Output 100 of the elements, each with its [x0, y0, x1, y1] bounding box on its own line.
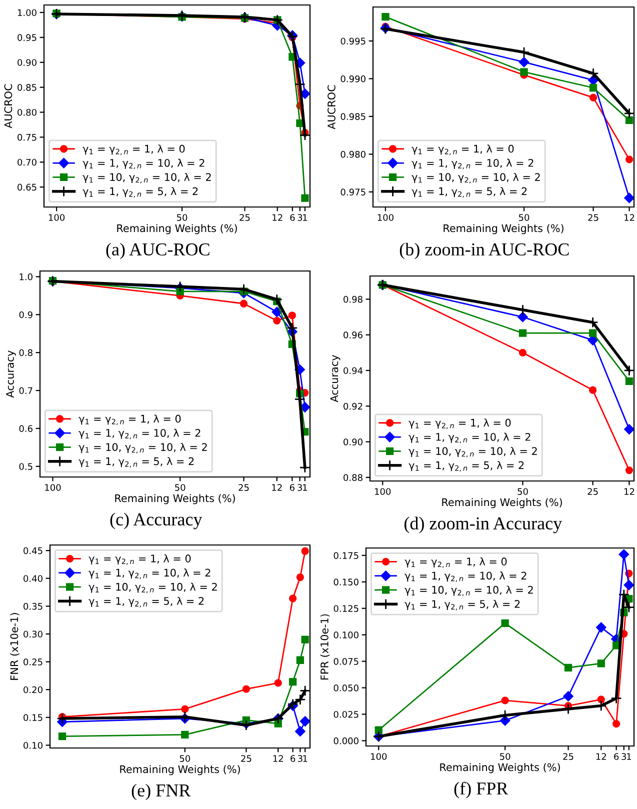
- x-tick-label: 50: [175, 484, 186, 491]
- x-tick-label: 100: [371, 753, 387, 760]
- y-tick-label: 0.92: [344, 402, 362, 410]
- y-axis-title: AUCROC: [4, 84, 12, 128]
- x-tick-label: 50: [500, 753, 510, 760]
- y-tick-label: 0.35: [24, 602, 42, 610]
- x-tick-label: 25: [241, 755, 252, 762]
- legend-label: γ$_{1}$ = 1, γ$_{2,n}$ = 10, λ = 2: [78, 428, 200, 440]
- legend-label: γ$_{1}$ = γ$_{2,n}$ = 1, λ = 0: [404, 557, 507, 568]
- x-axis-title: Remaining Weights (%): [120, 765, 240, 776]
- y-tick-label: 0.995: [340, 38, 366, 45]
- text: (a) AUC-ROC: [106, 242, 210, 260]
- legend-label: γ$_{1}$ = γ$_{2,n}$ = 1, λ = 0: [82, 144, 185, 156]
- y-tick-label: 0.85: [18, 84, 36, 91]
- y-tick-label: 0.050: [334, 684, 358, 692]
- legend-label: γ$_{1}$ = 1, γ$_{2,n}$ = 5, λ = 2: [88, 596, 204, 608]
- y-tick-label: 0.45: [24, 547, 42, 554]
- x-tick-label: 12: [624, 214, 634, 221]
- legend-label: γ$_{1}$ = 1, γ$_{2,n}$ = 5, λ = 2: [404, 600, 520, 610]
- legend-label: γ$_{1}$ = γ$_{2,n}$ = 1, λ = 0: [78, 414, 181, 426]
- x-tick-label: 50: [518, 214, 530, 221]
- y-tick-label: 0.7: [19, 387, 32, 394]
- x-axis-title: Remaining Weights (%): [115, 494, 235, 504]
- y-tick-label: 0.9: [19, 311, 32, 318]
- y-tick-label: 1.0: [20, 273, 32, 280]
- x-tick-label: 12: [273, 755, 283, 762]
- x-tick-label: 6: [290, 484, 294, 491]
- y-tick-label: 0.25: [24, 658, 42, 666]
- y-tick-label: 0.30: [24, 630, 42, 638]
- y-axis-title: FPR (x10e-1): [320, 614, 330, 680]
- legend-label: γ$_{1}$ = γ$_{2,n}$ = 1, λ = 0: [412, 144, 514, 156]
- y-tick-label: 0.90: [344, 438, 362, 446]
- legend-label: γ$_{1}$ = 10, γ$_{2,n}$ = 10, λ = 2: [408, 446, 537, 458]
- legend-label: γ$_{1}$ = 10, γ$_{2,n}$ = 10, λ = 2: [412, 172, 540, 184]
- legend-label: γ$_{1}$ = 1, γ$_{2,n}$ = 10, λ = 2: [404, 572, 526, 582]
- x-tick-label: 6: [290, 755, 296, 762]
- legend-label: γ$_{1}$ = 1, γ$_{2,n}$ = 10, λ = 2: [408, 432, 530, 444]
- y-tick-label: 0.175: [334, 552, 358, 559]
- legend-label: γ$_{1}$ = 10, γ$_{2,n}$ = 10, λ = 2: [88, 582, 217, 594]
- y-tick-label: 0.990: [340, 75, 366, 82]
- x-tick-label: 25: [563, 753, 574, 760]
- y-tick-label: 0.95: [18, 34, 36, 41]
- x-tick-label: 25: [240, 214, 250, 221]
- x-tick-label: 100: [374, 488, 391, 495]
- x-tick-label: 50: [180, 755, 190, 762]
- y-tick-label: 0.65: [18, 184, 36, 191]
- x-tick-label: 12: [624, 488, 634, 495]
- x-tick-label: 6: [290, 214, 295, 221]
- x-tick-label: 100: [48, 214, 65, 221]
- legend-label: γ$_{1}$ = 1, γ$_{2,n}$ = 5, λ = 2: [78, 457, 194, 468]
- legend-label: γ$_{1}$ = γ$_{2,n}$ = 1, λ = 0: [408, 418, 511, 430]
- text: (d) zoom-in Accuracy: [404, 516, 562, 534]
- legend-label: γ$_{1}$ = 1, γ$_{2,n}$ = 10, λ = 2: [412, 158, 534, 170]
- x-tick-label: 3: [622, 753, 626, 760]
- legend-label: γ$_{1}$ = 10, γ$_{2,n}$ = 10, λ = 2: [82, 172, 211, 184]
- y-tick-label: 0.8: [19, 349, 32, 356]
- y-tick-label: 0.80: [18, 108, 36, 116]
- legend-label: γ$_{1}$ = 1, γ$_{2,n}$ = 5, λ = 2: [408, 461, 524, 472]
- legend-label: γ$_{1}$ = 1, γ$_{2,n}$ = 5, λ = 2: [82, 187, 198, 198]
- y-tick-label: 0.150: [334, 578, 358, 586]
- x-tick-label: 100: [45, 484, 61, 491]
- x-tick-label: 3: [298, 484, 302, 491]
- y-tick-label: 0.000: [334, 737, 358, 744]
- y-tick-label: 0.98: [344, 296, 362, 303]
- x-tick-label: 3: [298, 214, 302, 221]
- x-tick-label: 1: [627, 753, 631, 760]
- x-axis-title: Remaining Weights (%): [440, 763, 560, 774]
- y-tick-label: 0.100: [334, 632, 358, 638]
- text: (b) zoom-in AUC-ROC: [400, 242, 569, 260]
- y-axis-title: Accuracy: [330, 355, 340, 402]
- legend-label: γ$_{1}$ = 10, γ$_{2,n}$ = 10, λ = 2: [404, 586, 533, 596]
- y-axis-title: FNR (x10e-1): [10, 613, 20, 680]
- y-tick-label: 0.075: [334, 658, 358, 665]
- x-tick-label: 25: [588, 214, 598, 221]
- x-tick-label: 1: [303, 755, 308, 762]
- x-tick-label: 25: [588, 488, 598, 495]
- x-axis-title: Remaining Weights (%): [117, 224, 237, 234]
- y-tick-label: 0.75: [18, 134, 36, 141]
- y-tick-label: 0.985: [340, 113, 366, 120]
- x-tick-label: 12: [272, 484, 282, 491]
- y-tick-label: 1.00: [18, 9, 36, 16]
- y-axis-title: AUCROC: [328, 85, 336, 130]
- y-axis-title: Accuracy: [6, 350, 16, 398]
- y-tick-label: 0.20: [24, 686, 42, 694]
- legend-label: γ$_{1}$ = 1, γ$_{2,n}$ = 10, λ = 2: [82, 158, 204, 170]
- x-tick-label: 12: [272, 214, 282, 221]
- legend-label: γ$_{1}$ = 1, γ$_{2,n}$ = 10, λ = 2: [88, 568, 210, 580]
- text: (f) FPR: [454, 782, 508, 798]
- x-tick-label: 25: [238, 484, 249, 491]
- y-tick-label: 0.10: [24, 742, 42, 749]
- x-tick-label: 100: [378, 214, 394, 221]
- text: (c) Accuracy: [110, 512, 202, 530]
- x-axis-title: Remaining Weights (%): [444, 224, 564, 234]
- x-tick-label: 6: [614, 753, 619, 760]
- x-tick-label: 50: [176, 214, 188, 221]
- y-tick-label: 0.40: [24, 575, 42, 582]
- y-tick-label: 0.94: [344, 367, 363, 374]
- y-tick-label: 0.96: [344, 332, 362, 338]
- y-tick-label: 0.15: [24, 714, 42, 721]
- y-tick-label: 0.6: [19, 425, 32, 432]
